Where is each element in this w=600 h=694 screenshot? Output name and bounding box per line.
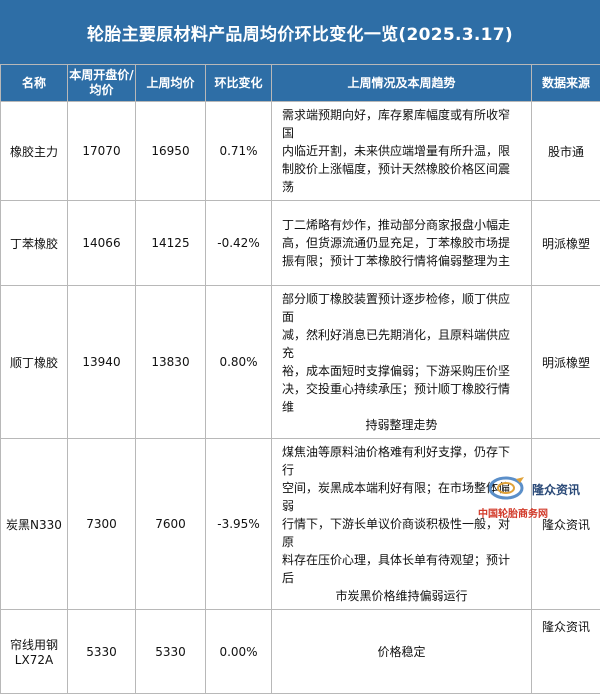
table-row: 顺丁橡胶 13940 13830 0.80% 部分顺丁橡胶装置预计逐步检修，顺丁…	[1, 286, 600, 439]
cell-name: 帘线用钢 LX72A	[1, 610, 68, 694]
table-row: 帘线用钢 LX72A 5330 5330 0.00% 价格稳定 隆众资讯	[1, 610, 600, 694]
cell-name: 丁苯橡胶	[1, 201, 68, 286]
table-row: 橡胶主力 17070 16950 0.71% 需求端预期向好，库存累库幅度或有所…	[1, 102, 600, 201]
cell-source: 隆众资讯	[532, 610, 600, 694]
cell-name: 橡胶主力	[1, 102, 68, 201]
cell-source: 股市通	[532, 102, 600, 201]
cell-name-line2: LX72A	[1, 653, 67, 667]
cell-change: 0.00%	[206, 610, 272, 694]
cell-trend: 价格稳定	[272, 610, 532, 694]
report-image: 轮胎主要原材料产品周均价环比变化一览(2025.3.17) 名称 本周开盘价/ …	[0, 0, 600, 525]
cell-name-line1: 帘线用钢	[1, 636, 67, 653]
cell-name: 顺丁橡胶	[1, 286, 68, 439]
watermark-site: 中国轮胎商务网	[478, 505, 548, 520]
trend-line: 价格稳定	[377, 645, 425, 659]
cell-trend: 煤焦油等原料油价格难有利好支撑，仍存下行 空间，炭黑成本端利好有限；在市场整体偏…	[272, 439, 532, 610]
cell-open-price: 13940	[68, 286, 136, 439]
cell-last-week-avg: 13830	[136, 286, 206, 439]
cell-change: 0.71%	[206, 102, 272, 201]
trend-line: 减，然利好消息已先期消化，且原料端供应充	[282, 326, 521, 362]
watermark-name: 隆众资讯	[532, 481, 580, 498]
cell-change: 0.80%	[206, 286, 272, 439]
cell-last-week-avg: 5330	[136, 610, 206, 694]
header-name: 名称	[1, 65, 68, 102]
cell-last-week-avg: 16950	[136, 102, 206, 201]
header-open-price-line1: 本周开盘价/	[68, 68, 135, 83]
header-change: 环比变化	[206, 65, 272, 102]
cell-source: 明派橡塑	[532, 201, 600, 286]
trend-line: 市炭黑价格维持偏弱运行	[282, 587, 521, 605]
cell-source: 隆众资讯	[532, 439, 600, 610]
trend-line: 高，但货源流通仍显充足，丁苯橡胶市场提	[282, 234, 521, 252]
cell-open-price: 17070	[68, 102, 136, 201]
table-row: 炭黑N330 7300 7600 -3.95% 煤焦油等原料油价格难有利好支撑，…	[1, 439, 600, 610]
table-header-row: 名称 本周开盘价/ 均价 上周均价 环比变化 上周情况及本周趋势 数据来源	[1, 65, 600, 102]
tire-logo-icon	[488, 475, 528, 501]
header-open-price: 本周开盘价/ 均价	[68, 65, 136, 102]
watermark: 隆众资讯 中国轮胎商务网	[474, 475, 594, 521]
trend-line: 决，交投重心持续承压；预计顺丁橡胶行情维	[282, 380, 521, 416]
price-table: 名称 本周开盘价/ 均价 上周均价 环比变化 上周情况及本周趋势 数据来源 橡胶…	[0, 64, 600, 694]
cell-last-week-avg: 7600	[136, 439, 206, 610]
trend-line: 振有限；预计丁苯橡胶行情将偏弱整理为主	[282, 252, 521, 270]
table-row: 丁苯橡胶 14066 14125 -0.42% 丁二烯略有炒作，推动部分商家报盘…	[1, 201, 600, 286]
cell-trend: 丁二烯略有炒作，推动部分商家报盘小幅走 高，但货源流通仍显充足，丁苯橡胶市场提 …	[272, 201, 532, 286]
header-open-price-line2: 均价	[68, 83, 135, 98]
trend-line: 丁二烯略有炒作，推动部分商家报盘小幅走	[282, 216, 521, 234]
cell-open-price: 14066	[68, 201, 136, 286]
trend-line: 裕，成本面短时支撑偏弱；下游采购压价坚	[282, 362, 521, 380]
header-trend: 上周情况及本周趋势	[272, 65, 532, 102]
cell-trend: 需求端预期向好，库存累库幅度或有所收窄国 内临近开割，未来供应端增量有所升温，限…	[272, 102, 532, 201]
trend-line: 制胶价上涨幅度，预计天然橡胶价格区间震荡	[282, 160, 521, 196]
cell-open-price: 5330	[68, 610, 136, 694]
header-last-week-avg: 上周均价	[136, 65, 206, 102]
trend-line: 需求端预期向好，库存累库幅度或有所收窄国	[282, 106, 521, 142]
cell-trend: 部分顺丁橡胶装置预计逐步检修，顺丁供应面 减，然利好消息已先期消化，且原料端供应…	[272, 286, 532, 439]
trend-line: 煤焦油等原料油价格难有利好支撑，仍存下行	[282, 443, 521, 479]
trend-line: 料存在压价心理，具体长单有待观望；预计后	[282, 551, 521, 587]
header-source: 数据来源	[532, 65, 600, 102]
trend-line: 部分顺丁橡胶装置预计逐步检修，顺丁供应面	[282, 290, 521, 326]
cell-last-week-avg: 14125	[136, 201, 206, 286]
cell-change: -0.42%	[206, 201, 272, 286]
cell-source: 明派橡塑	[532, 286, 600, 439]
cell-open-price: 7300	[68, 439, 136, 610]
cell-change: -3.95%	[206, 439, 272, 610]
page-title: 轮胎主要原材料产品周均价环比变化一览(2025.3.17)	[0, 0, 600, 64]
cell-name: 炭黑N330	[1, 439, 68, 610]
trend-line: 持弱整理走势	[282, 416, 521, 434]
trend-line: 内临近开割，未来供应端增量有所升温，限	[282, 142, 521, 160]
